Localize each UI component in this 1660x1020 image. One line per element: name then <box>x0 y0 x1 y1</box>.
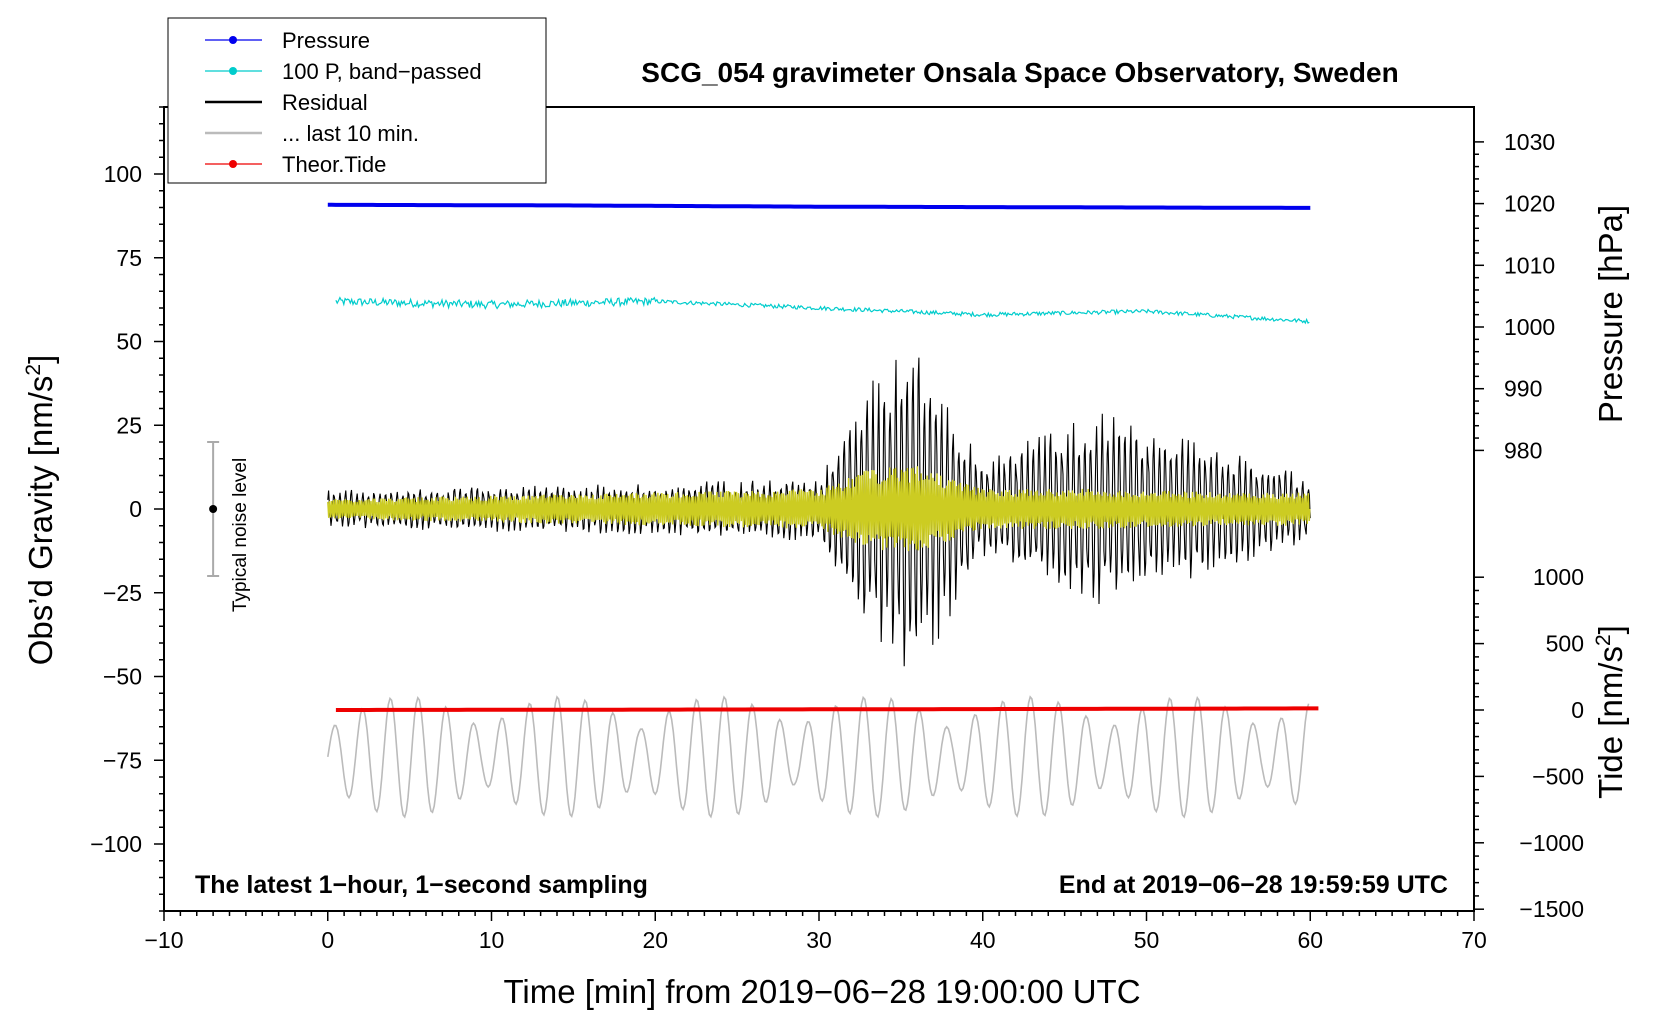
y-tick-label-tide: −1500 <box>1519 896 1584 922</box>
legend-label: ... last 10 min. <box>282 121 419 146</box>
legend-box <box>167 17 547 184</box>
legend-marker <box>229 160 237 168</box>
legend: Pressure 100 P, band−passed Residual ... la… <box>167 17 547 184</box>
legend-label: 100 P, band−passed <box>282 59 482 84</box>
y-axis-title-pressure: Pressure [hPa] <box>1592 205 1629 423</box>
noise-label: Typical noise level <box>230 458 251 612</box>
series-residual-filtered <box>327 466 1311 552</box>
y-tick-label-left: −75 <box>103 747 142 773</box>
y-tick-label-left: 75 <box>116 245 142 271</box>
y-tick-label-pressure: 1020 <box>1504 191 1555 217</box>
x-tick-label: 60 <box>1297 927 1323 953</box>
legend-label: Residual <box>282 90 368 115</box>
y-tick-label-left: 100 <box>104 161 142 187</box>
axis-ticks <box>154 106 1484 921</box>
y-axis-title-tide: Tide [nm/s2] <box>1592 625 1629 799</box>
x-axis-title: Time [min] from 2019−06−28 19:00:00 UTC <box>503 973 1140 1010</box>
series-band-passed <box>335 296 1310 325</box>
legend-entry: Pressure <box>205 28 370 53</box>
x-tick-label: 30 <box>806 927 832 953</box>
y-tick-label-tide: 0 <box>1571 697 1584 723</box>
y-tick-label-tide: −1000 <box>1519 830 1584 856</box>
y-axis-title-left-main: Obs’d Gravity [nm/s <box>22 376 59 666</box>
noise-level-bar <box>207 441 220 577</box>
legend-label: Pressure <box>282 28 370 53</box>
y-tick-label-left: −100 <box>90 831 142 857</box>
series-layer <box>327 202 1319 819</box>
y-axis-title-tide-main: Tide [nm/s <box>1592 646 1629 799</box>
x-tick-label: 40 <box>970 927 996 953</box>
y-tick-label-pressure: 1000 <box>1504 314 1555 340</box>
y-axis-title-tide-sup: 2 <box>1592 634 1615 646</box>
y-axis-title-left: Obs’d Gravity [nm/s2] <box>22 355 59 666</box>
x-tick-label: 50 <box>1134 927 1160 953</box>
y-tick-label-left: 0 <box>129 496 142 522</box>
annotation-end-time: End at 2019−06−28 19:59:59 UTC <box>1059 871 1448 899</box>
y-tick-label-tide: −500 <box>1532 763 1584 789</box>
y-tick-label-pressure: 990 <box>1504 376 1542 402</box>
y-tick-label-pressure: 1030 <box>1504 129 1555 155</box>
chart-title: SCG_054 gravimeter Onsala Space Observat… <box>641 57 1398 88</box>
y-tick-label-pressure: 980 <box>1504 437 1542 463</box>
series-last-10-min <box>327 695 1310 819</box>
y-tick-label-left: 25 <box>116 412 142 438</box>
legend-entry: Residual <box>205 90 368 115</box>
legend-marker <box>229 36 237 44</box>
x-tick-label: 0 <box>321 927 334 953</box>
y-axis-title-tide-close: ] <box>1592 625 1629 634</box>
noise-bar-center <box>209 505 218 513</box>
legend-entry: 100 P, band−passed <box>205 59 482 84</box>
y-axis-title-left-sup: 2 <box>22 364 45 376</box>
y-tick-label-left: −50 <box>103 664 142 690</box>
legend-entry: ... last 10 min. <box>205 121 419 146</box>
series-pressure <box>327 202 1311 210</box>
x-tick-label: −10 <box>144 927 183 953</box>
y-tick-label-left: 50 <box>116 329 142 355</box>
legend-label: Theor.Tide <box>282 152 386 177</box>
tick-labels: −10 0 10 20 30 40 50 60 701007550250−25−50−75−10… <box>90 129 1584 953</box>
legend-entry: Theor.Tide <box>205 152 386 177</box>
y-tick-label-left: −25 <box>103 580 142 606</box>
y-axis-title-left-close: ] <box>22 355 59 364</box>
y-tick-label-tide: 500 <box>1546 631 1584 657</box>
x-tick-label: 20 <box>642 927 668 953</box>
x-tick-label: 70 <box>1461 927 1487 953</box>
legend-marker <box>229 67 237 75</box>
annotation-sampling: The latest 1−hour, 1−second sampling <box>195 871 648 899</box>
y-tick-label-pressure: 1010 <box>1504 252 1555 278</box>
x-tick-label: 10 <box>479 927 505 953</box>
series-theor-tide <box>335 706 1319 712</box>
y-tick-label-tide: 1000 <box>1533 564 1584 590</box>
